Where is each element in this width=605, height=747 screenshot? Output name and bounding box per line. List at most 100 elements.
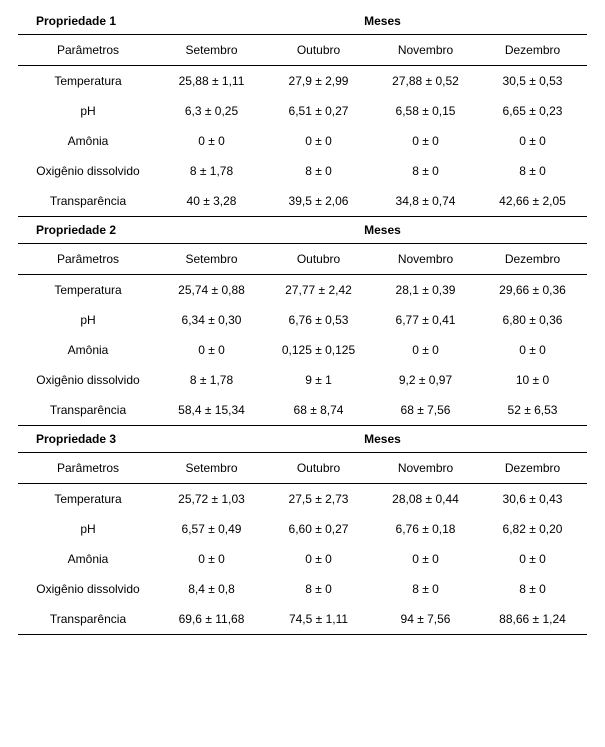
col-header-param: Parâmetros bbox=[18, 252, 158, 266]
cell-value: 34,8 ± 0,74 bbox=[372, 194, 479, 208]
cell-value: 28,08 ± 0,44 bbox=[372, 492, 479, 506]
cell-value: 39,5 ± 2,06 bbox=[265, 194, 372, 208]
cell-value: 0 ± 0 bbox=[372, 134, 479, 148]
cell-value: 8 ± 0 bbox=[372, 164, 479, 178]
cell-value: 9,2 ± 0,97 bbox=[372, 373, 479, 387]
cell-value: 6,51 ± 0,27 bbox=[265, 104, 372, 118]
col-header-m3: Novembro bbox=[372, 461, 479, 475]
cell-param: Oxigênio dissolvido bbox=[18, 164, 158, 178]
section-title: Propriedade 1 bbox=[18, 14, 178, 28]
col-header-m1: Setembro bbox=[158, 461, 265, 475]
cell-value: 6,3 ± 0,25 bbox=[158, 104, 265, 118]
meses-label: Meses bbox=[178, 14, 587, 28]
cell-value: 27,9 ± 2,99 bbox=[265, 74, 372, 88]
cell-param: Amônia bbox=[18, 134, 158, 148]
cell-value: 68 ± 7,56 bbox=[372, 403, 479, 417]
col-header-m4: Dezembro bbox=[479, 43, 586, 57]
section-header: Propriedade 2 Meses bbox=[18, 217, 587, 244]
cell-value: 8 ± 0 bbox=[479, 582, 586, 596]
col-header-m1: Setembro bbox=[158, 43, 265, 57]
table-row: Oxigênio dissolvido 8,4 ± 0,8 8 ± 0 8 ± … bbox=[18, 574, 587, 604]
cell-value: 6,57 ± 0,49 bbox=[158, 522, 265, 536]
cell-param: Amônia bbox=[18, 343, 158, 357]
meses-label: Meses bbox=[178, 432, 587, 446]
cell-value: 0,125 ± 0,125 bbox=[265, 343, 372, 357]
cell-value: 6,82 ± 0,20 bbox=[479, 522, 586, 536]
cell-value: 0 ± 0 bbox=[158, 134, 265, 148]
table-row: Transparência 69,6 ± 11,68 74,5 ± 1,11 9… bbox=[18, 604, 587, 635]
table-row: Temperatura 25,72 ± 1,03 27,5 ± 2,73 28,… bbox=[18, 484, 587, 514]
section-title: Propriedade 3 bbox=[18, 432, 178, 446]
cell-value: 0 ± 0 bbox=[372, 343, 479, 357]
table-row: Amônia 0 ± 0 0 ± 0 0 ± 0 0 ± 0 bbox=[18, 126, 587, 156]
table-row: Oxigênio dissolvido 8 ± 1,78 8 ± 0 8 ± 0… bbox=[18, 156, 587, 186]
meses-label: Meses bbox=[178, 223, 587, 237]
cell-value: 6,65 ± 0,23 bbox=[479, 104, 586, 118]
cell-value: 27,88 ± 0,52 bbox=[372, 74, 479, 88]
table-row: Temperatura 25,74 ± 0,88 27,77 ± 2,42 28… bbox=[18, 275, 587, 305]
cell-param: Transparência bbox=[18, 612, 158, 626]
cell-value: 25,74 ± 0,88 bbox=[158, 283, 265, 297]
table-row: pH 6,34 ± 0,30 6,76 ± 0,53 6,77 ± 0,41 6… bbox=[18, 305, 587, 335]
cell-value: 8 ± 0 bbox=[265, 164, 372, 178]
cell-value: 0 ± 0 bbox=[265, 134, 372, 148]
col-header-m2: Outubro bbox=[265, 43, 372, 57]
section-header: Propriedade 1 Meses bbox=[18, 8, 587, 35]
table-row: Amônia 0 ± 0 0,125 ± 0,125 0 ± 0 0 ± 0 bbox=[18, 335, 587, 365]
col-header-m2: Outubro bbox=[265, 252, 372, 266]
cell-value: 9 ± 1 bbox=[265, 373, 372, 387]
cell-value: 74,5 ± 1,11 bbox=[265, 612, 372, 626]
cell-param: pH bbox=[18, 104, 158, 118]
column-header-row: Parâmetros Setembro Outubro Novembro Dez… bbox=[18, 244, 587, 275]
cell-value: 0 ± 0 bbox=[158, 552, 265, 566]
col-header-param: Parâmetros bbox=[18, 43, 158, 57]
cell-param: Temperatura bbox=[18, 492, 158, 506]
cell-value: 42,66 ± 2,05 bbox=[479, 194, 586, 208]
table-row: Transparência 58,4 ± 15,34 68 ± 8,74 68 … bbox=[18, 395, 587, 426]
table-section-1: Propriedade 1 Meses Parâmetros Setembro … bbox=[18, 8, 587, 217]
cell-param: Temperatura bbox=[18, 74, 158, 88]
cell-value: 8,4 ± 0,8 bbox=[158, 582, 265, 596]
cell-value: 6,77 ± 0,41 bbox=[372, 313, 479, 327]
cell-value: 8 ± 1,78 bbox=[158, 164, 265, 178]
cell-param: pH bbox=[18, 522, 158, 536]
col-header-m1: Setembro bbox=[158, 252, 265, 266]
cell-value: 0 ± 0 bbox=[479, 552, 586, 566]
cell-value: 6,34 ± 0,30 bbox=[158, 313, 265, 327]
cell-value: 0 ± 0 bbox=[265, 552, 372, 566]
cell-value: 27,77 ± 2,42 bbox=[265, 283, 372, 297]
cell-value: 52 ± 6,53 bbox=[479, 403, 586, 417]
cell-value: 0 ± 0 bbox=[372, 552, 479, 566]
cell-value: 30,6 ± 0,43 bbox=[479, 492, 586, 506]
cell-value: 10 ± 0 bbox=[479, 373, 586, 387]
cell-value: 28,1 ± 0,39 bbox=[372, 283, 479, 297]
cell-param: Temperatura bbox=[18, 283, 158, 297]
cell-value: 69,6 ± 11,68 bbox=[158, 612, 265, 626]
cell-value: 0 ± 0 bbox=[479, 343, 586, 357]
cell-value: 68 ± 8,74 bbox=[265, 403, 372, 417]
section-title: Propriedade 2 bbox=[18, 223, 178, 237]
cell-value: 8 ± 0 bbox=[479, 164, 586, 178]
cell-param: Transparência bbox=[18, 403, 158, 417]
table-row: Amônia 0 ± 0 0 ± 0 0 ± 0 0 ± 0 bbox=[18, 544, 587, 574]
cell-value: 6,76 ± 0,53 bbox=[265, 313, 372, 327]
table-row: pH 6,3 ± 0,25 6,51 ± 0,27 6,58 ± 0,15 6,… bbox=[18, 96, 587, 126]
cell-value: 29,66 ± 0,36 bbox=[479, 283, 586, 297]
table-section-3: Propriedade 3 Meses Parâmetros Setembro … bbox=[18, 426, 587, 635]
cell-value: 25,88 ± 1,11 bbox=[158, 74, 265, 88]
cell-value: 0 ± 0 bbox=[479, 134, 586, 148]
col-header-m2: Outubro bbox=[265, 461, 372, 475]
cell-param: Amônia bbox=[18, 552, 158, 566]
cell-value: 8 ± 1,78 bbox=[158, 373, 265, 387]
col-header-param: Parâmetros bbox=[18, 461, 158, 475]
cell-value: 6,60 ± 0,27 bbox=[265, 522, 372, 536]
cell-value: 30,5 ± 0,53 bbox=[479, 74, 586, 88]
col-header-m3: Novembro bbox=[372, 43, 479, 57]
cell-value: 8 ± 0 bbox=[265, 582, 372, 596]
cell-param: pH bbox=[18, 313, 158, 327]
section-header: Propriedade 3 Meses bbox=[18, 426, 587, 453]
cell-value: 0 ± 0 bbox=[158, 343, 265, 357]
cell-value: 6,76 ± 0,18 bbox=[372, 522, 479, 536]
column-header-row: Parâmetros Setembro Outubro Novembro Dez… bbox=[18, 453, 587, 484]
col-header-m3: Novembro bbox=[372, 252, 479, 266]
